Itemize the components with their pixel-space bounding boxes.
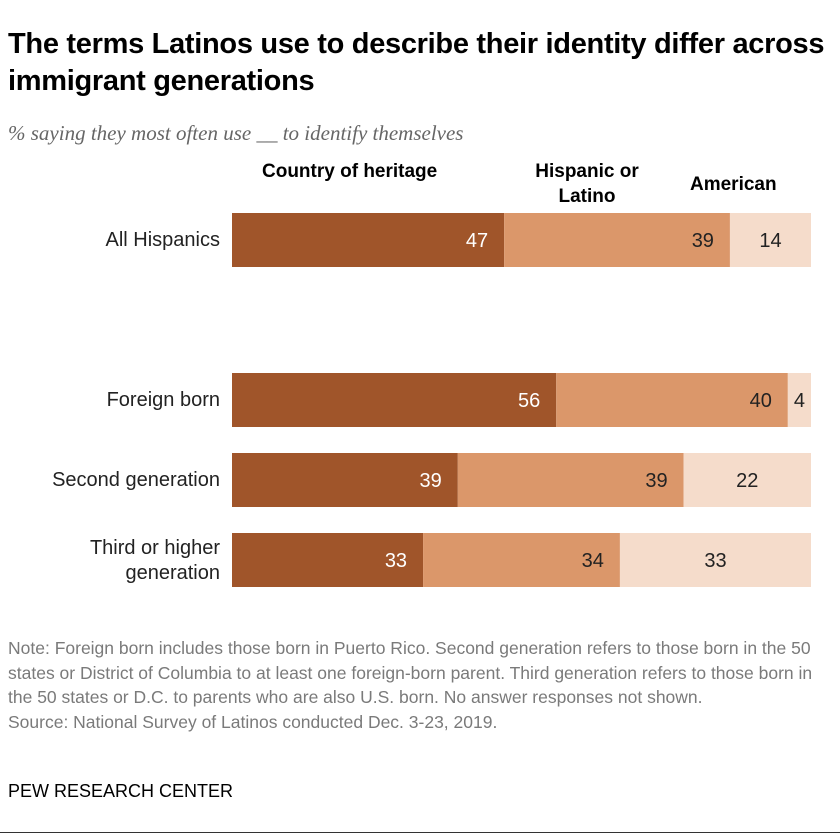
- legend-american: American: [690, 174, 777, 195]
- bar-segment: [683, 453, 811, 507]
- legend-hispanic-or-latino: Hispanic or Latino: [535, 161, 639, 207]
- data-label: 34: [582, 550, 604, 572]
- note-text: Note: Foreign born includes those born i…: [8, 638, 813, 707]
- data-label: 33: [704, 550, 726, 572]
- bar-segment: [232, 453, 458, 507]
- legend-country-of-heritage: Country of heritage: [262, 161, 438, 182]
- row-label-third-generation: Third or higher generation: [89, 537, 220, 584]
- data-label: 39: [420, 470, 442, 492]
- bar-segment: [787, 373, 811, 427]
- row-label-second-generation: Second generation: [52, 469, 220, 491]
- chart-subtitle: % saying they most often use __ to ident…: [8, 121, 464, 145]
- row-label-foreign-born: Foreign born: [106, 389, 220, 411]
- data-label: 22: [736, 470, 758, 492]
- data-label: 47: [466, 230, 488, 252]
- brand-logo: PEW RESEARCH CENTER: [8, 781, 234, 801]
- chart-title: The terms Latinos use to describe their …: [8, 28, 825, 97]
- bar-segment: [729, 213, 811, 267]
- bar-segment: [423, 533, 620, 587]
- bar-segment: [232, 373, 557, 427]
- chart-note: Note: Foreign born includes those born i…: [8, 636, 828, 734]
- data-label: 39: [645, 470, 667, 492]
- row-label-all-hispanics: All Hispanics: [105, 229, 220, 251]
- bottom-divider: [0, 832, 840, 833]
- data-label: 40: [750, 390, 772, 412]
- data-label: 56: [518, 390, 540, 412]
- source-text: Source: National Survey of Latinos condu…: [8, 711, 498, 732]
- data-label: 33: [385, 550, 407, 572]
- data-label: 4: [794, 390, 805, 412]
- bar-segment: [232, 533, 424, 587]
- data-label: 14: [759, 230, 781, 252]
- data-label: 39: [692, 230, 714, 252]
- bar-segment: [556, 373, 788, 427]
- bar-segment: [457, 453, 684, 507]
- bar-segment: [504, 213, 730, 267]
- bar-segment: [232, 213, 505, 267]
- bar-segment: [619, 533, 811, 587]
